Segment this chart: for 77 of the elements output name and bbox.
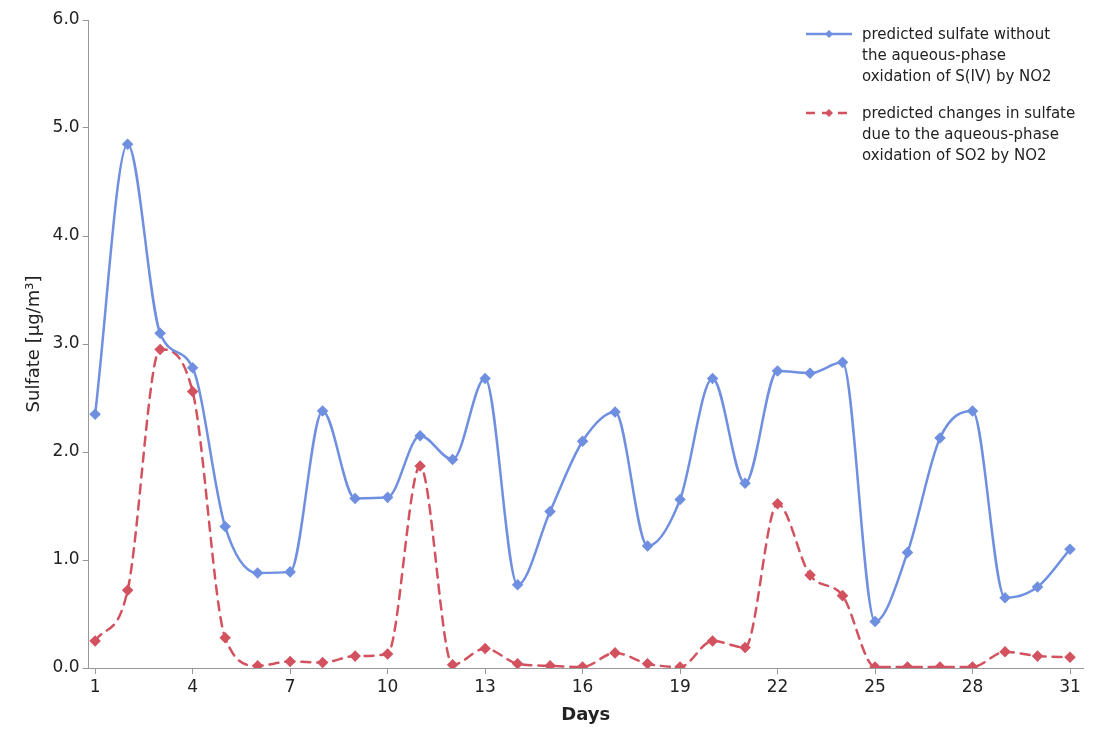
x-tick-label: 4 — [187, 675, 199, 696]
x-tick-label: 19 — [669, 675, 691, 696]
y-tick-label: 2.0 — [52, 440, 80, 461]
y-tick-label: 0.0 — [52, 656, 80, 677]
point — [447, 659, 458, 668]
y-axis-title: Sulfate [μg/m³] — [22, 275, 44, 413]
point — [252, 567, 263, 579]
point — [317, 657, 328, 668]
point — [122, 138, 133, 150]
point — [577, 435, 588, 447]
x-tick-label: 7 — [284, 675, 296, 696]
x-tick-label: 16 — [571, 675, 594, 696]
point — [642, 540, 653, 552]
legend-label: predicted sulfate without the aqueous-phase oxidation of S(IV) by NO2 — [862, 24, 1053, 87]
y-tick-label: 3.0 — [52, 332, 80, 353]
point — [1032, 581, 1043, 593]
point — [284, 566, 296, 578]
x-tick-label: 10 — [376, 675, 399, 696]
point — [122, 584, 133, 596]
point — [869, 616, 881, 627]
point — [804, 569, 816, 581]
point — [349, 650, 361, 662]
y-tick-label: 1.0 — [52, 548, 80, 569]
point — [479, 643, 491, 654]
point — [772, 498, 783, 510]
point — [739, 478, 751, 489]
point — [252, 660, 263, 668]
point — [89, 408, 101, 420]
point — [967, 405, 978, 417]
point — [739, 642, 751, 653]
point — [187, 386, 198, 397]
x-tick-label: 31 — [1059, 675, 1081, 696]
point — [707, 373, 718, 384]
point — [1032, 650, 1043, 662]
point — [999, 592, 1011, 604]
point — [219, 521, 231, 532]
y-tick-label: 6.0 — [52, 8, 80, 29]
point — [154, 327, 166, 339]
point — [837, 357, 848, 368]
point — [772, 365, 783, 377]
x-tick-label: 13 — [474, 675, 496, 696]
x-tick-label: 25 — [864, 675, 886, 696]
point — [154, 344, 166, 355]
point — [837, 590, 848, 601]
point — [804, 367, 816, 379]
point — [544, 506, 556, 517]
point — [219, 632, 231, 644]
legend-label: predicted changes in sulfate due to the aqueous-phase oxidation of SO2 by NO2 — [862, 103, 1077, 166]
point — [479, 373, 491, 384]
point — [447, 454, 458, 465]
point — [187, 362, 198, 374]
point — [707, 635, 718, 647]
point — [89, 635, 101, 647]
x-tick-label: 22 — [766, 675, 789, 696]
point — [934, 432, 946, 444]
x-tick-label: 1 — [89, 675, 101, 696]
point — [512, 658, 523, 668]
point — [414, 460, 426, 472]
x-tick-label: 28 — [961, 675, 984, 696]
point — [609, 406, 621, 418]
point — [414, 430, 426, 442]
point — [284, 656, 296, 667]
point — [512, 579, 523, 591]
point — [349, 493, 361, 504]
point — [902, 547, 913, 558]
point — [674, 494, 686, 505]
point — [1064, 651, 1076, 663]
point — [382, 648, 393, 660]
x-axis-title: Days — [561, 702, 611, 724]
y-tick-label: 5.0 — [52, 116, 80, 137]
point — [317, 405, 328, 417]
point — [999, 646, 1011, 658]
point — [609, 647, 621, 659]
point — [642, 658, 653, 668]
point — [1064, 543, 1076, 555]
point — [382, 492, 393, 503]
y-tick-label: 4.0 — [52, 224, 80, 245]
